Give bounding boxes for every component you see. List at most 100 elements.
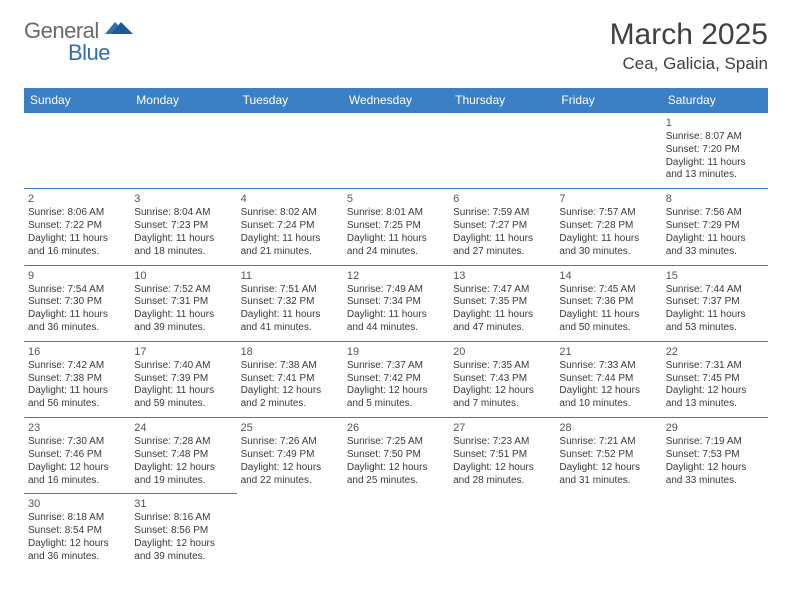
weekday-header: Saturday bbox=[662, 88, 768, 113]
daylight-line-2: and 16 minutes. bbox=[28, 246, 126, 259]
calendar-cell: 26Sunrise: 7:25 AMSunset: 7:50 PMDayligh… bbox=[343, 418, 449, 494]
day-details: Sunrise: 8:02 AMSunset: 7:24 PMDaylight:… bbox=[241, 207, 339, 258]
day-details: Sunrise: 7:47 AMSunset: 7:35 PMDaylight:… bbox=[453, 284, 551, 335]
day-number: 16 bbox=[28, 345, 126, 359]
daylight-line-1: Daylight: 11 hours bbox=[453, 233, 551, 246]
weekday-header: Thursday bbox=[449, 88, 555, 113]
sunset-line: Sunset: 7:35 PM bbox=[453, 296, 551, 309]
sunset-line: Sunset: 7:28 PM bbox=[559, 220, 657, 233]
day-details: Sunrise: 7:45 AMSunset: 7:36 PMDaylight:… bbox=[559, 284, 657, 335]
day-number: 1 bbox=[666, 116, 764, 130]
weekday-header: Monday bbox=[130, 88, 236, 113]
calendar-cell bbox=[343, 113, 449, 189]
calendar-cell: 11Sunrise: 7:51 AMSunset: 7:32 PMDayligh… bbox=[237, 265, 343, 341]
sunset-line: Sunset: 7:50 PM bbox=[347, 449, 445, 462]
weekday-header-row: Sunday Monday Tuesday Wednesday Thursday… bbox=[24, 88, 768, 113]
daylight-line-2: and 10 minutes. bbox=[559, 398, 657, 411]
calendar-cell: 22Sunrise: 7:31 AMSunset: 7:45 PMDayligh… bbox=[662, 341, 768, 417]
sunrise-line: Sunrise: 7:47 AM bbox=[453, 284, 551, 297]
sunrise-line: Sunrise: 7:42 AM bbox=[28, 360, 126, 373]
daylight-line-1: Daylight: 11 hours bbox=[241, 233, 339, 246]
daylight-line-1: Daylight: 12 hours bbox=[134, 538, 232, 551]
sunset-line: Sunset: 7:31 PM bbox=[134, 296, 232, 309]
calendar-table: Sunday Monday Tuesday Wednesday Thursday… bbox=[24, 88, 768, 570]
daylight-line-1: Daylight: 12 hours bbox=[241, 462, 339, 475]
day-number: 31 bbox=[134, 497, 232, 511]
day-number: 6 bbox=[453, 192, 551, 206]
calendar-row: 9Sunrise: 7:54 AMSunset: 7:30 PMDaylight… bbox=[24, 265, 768, 341]
day-details: Sunrise: 7:42 AMSunset: 7:38 PMDaylight:… bbox=[28, 360, 126, 411]
sunset-line: Sunset: 7:52 PM bbox=[559, 449, 657, 462]
daylight-line-1: Daylight: 11 hours bbox=[134, 385, 232, 398]
sunset-line: Sunset: 7:30 PM bbox=[28, 296, 126, 309]
day-number: 8 bbox=[666, 192, 764, 206]
daylight-line-2: and 53 minutes. bbox=[666, 322, 764, 335]
calendar-row: 2Sunrise: 8:06 AMSunset: 7:22 PMDaylight… bbox=[24, 189, 768, 265]
daylight-line-2: and 21 minutes. bbox=[241, 246, 339, 259]
daylight-line-2: and 24 minutes. bbox=[347, 246, 445, 259]
daylight-line-2: and 39 minutes. bbox=[134, 551, 232, 564]
calendar-cell: 3Sunrise: 8:04 AMSunset: 7:23 PMDaylight… bbox=[130, 189, 236, 265]
sunset-line: Sunset: 7:36 PM bbox=[559, 296, 657, 309]
daylight-line-2: and 5 minutes. bbox=[347, 398, 445, 411]
day-details: Sunrise: 7:40 AMSunset: 7:39 PMDaylight:… bbox=[134, 360, 232, 411]
sunrise-line: Sunrise: 7:30 AM bbox=[28, 436, 126, 449]
sunset-line: Sunset: 7:48 PM bbox=[134, 449, 232, 462]
calendar-cell: 21Sunrise: 7:33 AMSunset: 7:44 PMDayligh… bbox=[555, 341, 661, 417]
day-details: Sunrise: 7:49 AMSunset: 7:34 PMDaylight:… bbox=[347, 284, 445, 335]
daylight-line-1: Daylight: 11 hours bbox=[559, 233, 657, 246]
day-number: 9 bbox=[28, 269, 126, 283]
daylight-line-2: and 13 minutes. bbox=[666, 169, 764, 182]
sunset-line: Sunset: 7:27 PM bbox=[453, 220, 551, 233]
day-number: 13 bbox=[453, 269, 551, 283]
sunrise-line: Sunrise: 8:02 AM bbox=[241, 207, 339, 220]
daylight-line-2: and 47 minutes. bbox=[453, 322, 551, 335]
daylight-line-2: and 25 minutes. bbox=[347, 475, 445, 488]
daylight-line-1: Daylight: 11 hours bbox=[241, 309, 339, 322]
calendar-cell: 9Sunrise: 7:54 AMSunset: 7:30 PMDaylight… bbox=[24, 265, 130, 341]
weekday-header: Tuesday bbox=[237, 88, 343, 113]
day-details: Sunrise: 7:54 AMSunset: 7:30 PMDaylight:… bbox=[28, 284, 126, 335]
sunset-line: Sunset: 7:29 PM bbox=[666, 220, 764, 233]
daylight-line-2: and 36 minutes. bbox=[28, 322, 126, 335]
daylight-line-2: and 18 minutes. bbox=[134, 246, 232, 259]
daylight-line-2: and 13 minutes. bbox=[666, 398, 764, 411]
daylight-line-1: Daylight: 11 hours bbox=[347, 309, 445, 322]
sunset-line: Sunset: 7:42 PM bbox=[347, 373, 445, 386]
calendar-cell bbox=[24, 113, 130, 189]
day-details: Sunrise: 7:33 AMSunset: 7:44 PMDaylight:… bbox=[559, 360, 657, 411]
day-details: Sunrise: 7:28 AMSunset: 7:48 PMDaylight:… bbox=[134, 436, 232, 487]
sunset-line: Sunset: 7:53 PM bbox=[666, 449, 764, 462]
calendar-row: 1Sunrise: 8:07 AMSunset: 7:20 PMDaylight… bbox=[24, 113, 768, 189]
sunset-line: Sunset: 7:49 PM bbox=[241, 449, 339, 462]
sunrise-line: Sunrise: 7:40 AM bbox=[134, 360, 232, 373]
calendar-cell: 31Sunrise: 8:16 AMSunset: 8:56 PMDayligh… bbox=[130, 494, 236, 570]
sunrise-line: Sunrise: 7:33 AM bbox=[559, 360, 657, 373]
daylight-line-2: and 19 minutes. bbox=[134, 475, 232, 488]
daylight-line-1: Daylight: 12 hours bbox=[347, 462, 445, 475]
daylight-line-1: Daylight: 11 hours bbox=[559, 309, 657, 322]
calendar-cell: 30Sunrise: 8:18 AMSunset: 8:54 PMDayligh… bbox=[24, 494, 130, 570]
day-number: 21 bbox=[559, 345, 657, 359]
daylight-line-2: and 30 minutes. bbox=[559, 246, 657, 259]
day-number: 4 bbox=[241, 192, 339, 206]
day-details: Sunrise: 7:56 AMSunset: 7:29 PMDaylight:… bbox=[666, 207, 764, 258]
calendar-cell: 15Sunrise: 7:44 AMSunset: 7:37 PMDayligh… bbox=[662, 265, 768, 341]
daylight-line-1: Daylight: 12 hours bbox=[559, 462, 657, 475]
daylight-line-2: and 50 minutes. bbox=[559, 322, 657, 335]
day-number: 7 bbox=[559, 192, 657, 206]
daylight-line-2: and 31 minutes. bbox=[559, 475, 657, 488]
day-details: Sunrise: 7:19 AMSunset: 7:53 PMDaylight:… bbox=[666, 436, 764, 487]
sunrise-line: Sunrise: 7:23 AM bbox=[453, 436, 551, 449]
day-number: 5 bbox=[347, 192, 445, 206]
flag-icon bbox=[105, 18, 135, 41]
weekday-header: Wednesday bbox=[343, 88, 449, 113]
daylight-line-2: and 2 minutes. bbox=[241, 398, 339, 411]
sunset-line: Sunset: 7:20 PM bbox=[666, 144, 764, 157]
daylight-line-1: Daylight: 11 hours bbox=[666, 157, 764, 170]
sunrise-line: Sunrise: 8:18 AM bbox=[28, 512, 126, 525]
day-number: 26 bbox=[347, 421, 445, 435]
daylight-line-1: Daylight: 11 hours bbox=[134, 309, 232, 322]
day-number: 23 bbox=[28, 421, 126, 435]
calendar-cell bbox=[343, 494, 449, 570]
